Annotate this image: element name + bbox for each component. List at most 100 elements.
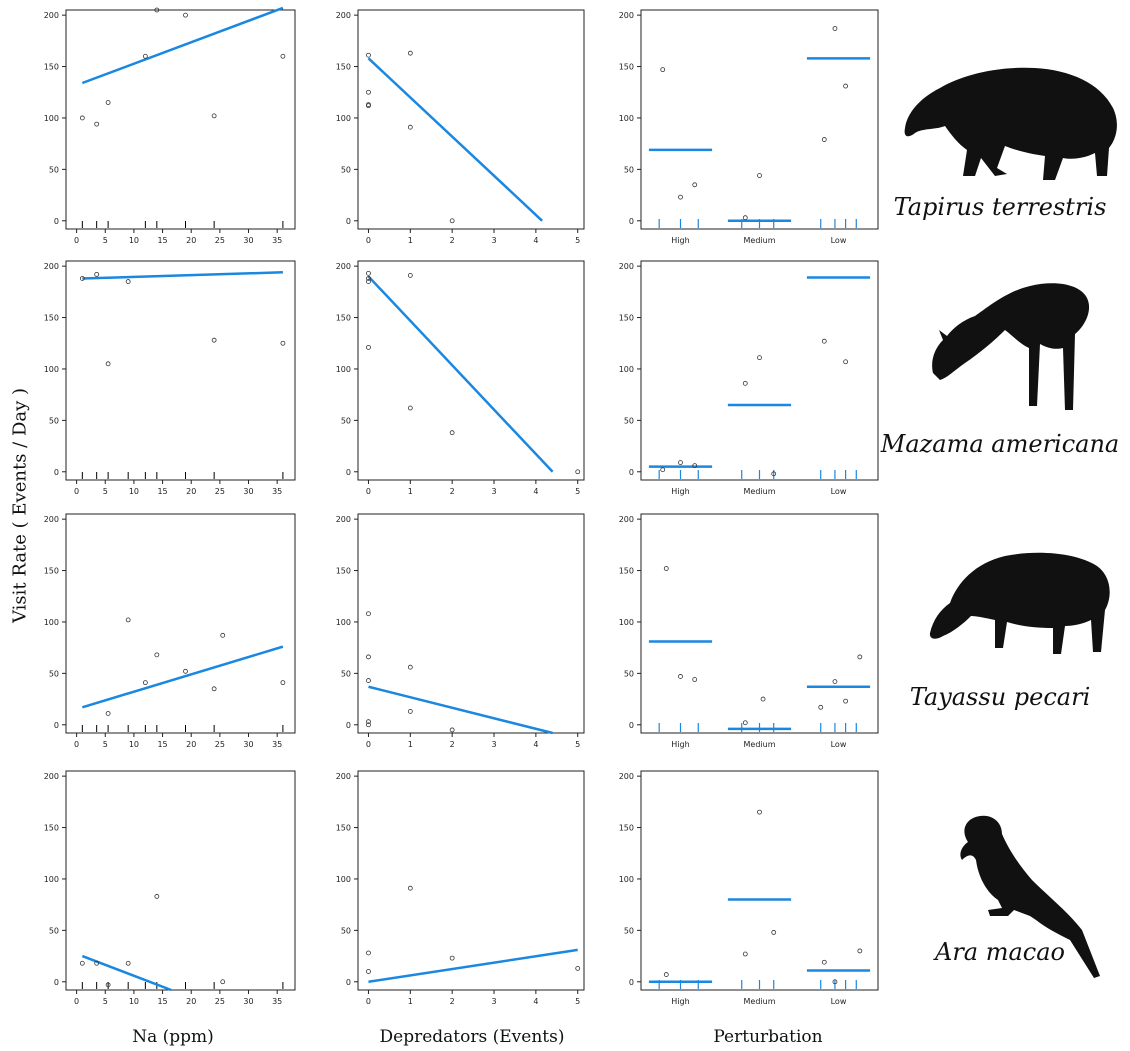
panel-0-0-y-tick-label: 150 — [44, 63, 59, 72]
species-label-tayassu: Tayassu pecari — [909, 683, 1091, 711]
panel-2-0-frame — [65, 513, 296, 734]
panel-1-1-x-tick-label: 4 — [533, 487, 538, 496]
panel-0-1-data-point — [366, 103, 371, 109]
panel-2-0-y-tick-label: 200 — [44, 515, 59, 524]
panel-3-2-category-label: Low — [831, 997, 847, 1006]
panel-2-1-data-point — [366, 722, 371, 728]
panel-1-2-y-tick-label: 50 — [624, 416, 634, 425]
panel-2-0-x-tick-label: 15 — [157, 740, 167, 749]
panel-0-2-data-point — [660, 67, 666, 73]
panel-2-0-data-point — [154, 652, 160, 658]
panel-3-1-frame — [357, 770, 585, 991]
panel-2-2-y-tick-label: 150 — [619, 567, 634, 576]
panel-3-1-x-tick-label: 1 — [408, 997, 413, 1006]
panel-0-2-frame — [640, 9, 879, 230]
panel-2-0-data-point — [105, 711, 111, 716]
panel-3-0-y-tick-label: 0 — [54, 978, 59, 987]
panel-0-0-data-point — [280, 53, 286, 59]
panel-3-0-y-tick-label: 50 — [49, 926, 59, 935]
species-label-mazama: Mazama americana — [880, 430, 1120, 458]
panel-2-2-data-point — [760, 696, 766, 702]
panel-0-0-data-point — [183, 12, 188, 18]
panel-2-0-y-tick-label: 0 — [54, 721, 59, 730]
panel-3-1-data-point — [366, 950, 371, 956]
panel-2-0-data-point — [220, 632, 226, 638]
panel-1-0-data-point — [125, 279, 131, 284]
panel-2-0-data-point — [142, 680, 148, 686]
panel-3-0-data-point — [125, 960, 131, 966]
panel-3-2-category-label: High — [671, 997, 689, 1006]
panel-1-2-data-point — [771, 471, 777, 477]
panel-1-0-x-tick-label: 0 — [74, 487, 79, 496]
panel-3-2-category-label: Medium — [744, 997, 776, 1006]
panel-2-1-fit-line — [368, 685, 553, 735]
panel-3-1-x-tick-label: 4 — [533, 997, 538, 1006]
panel-2-1-x-tick-label: 4 — [533, 740, 538, 749]
panel-1-0-data-point — [94, 271, 100, 277]
panel-0-2-data-point — [692, 182, 698, 188]
panel-1-1-data-point — [366, 270, 371, 276]
panel-3-0-x-tick-label: 15 — [157, 997, 167, 1006]
panel-3-2-data-point — [821, 959, 827, 965]
panel-0-0-y-tick-label: 200 — [44, 11, 59, 20]
panel-2-2-y-tick-label: 200 — [619, 515, 634, 524]
panel-2-1-y-tick-label: 100 — [336, 618, 351, 627]
panel-0-1-x-tick-label: 0 — [366, 236, 371, 245]
panel-2-1-x-tick-label: 5 — [575, 740, 580, 749]
panel-0-2-category-label: Low — [831, 236, 847, 245]
panel-2-1-data-point — [449, 727, 455, 733]
panel-2-0-x-tick-label: 5 — [103, 740, 108, 749]
panel-2-0-y-tick-label: 50 — [49, 669, 59, 678]
panel-1-1-x-tick-label: 3 — [491, 487, 496, 496]
panel-0-0-x-tick-label: 30 — [243, 236, 253, 245]
panel-2-2-data-point — [663, 566, 669, 571]
panel-3-0-fit-line — [81, 954, 172, 992]
panel-1-2-frame — [640, 260, 879, 481]
panel-1-1-data-point — [366, 344, 371, 350]
panel-2-2-category-label: Medium — [744, 740, 776, 749]
panel-2-2-y-tick-label: 50 — [624, 669, 634, 678]
panel-3-0-x-tick-label: 25 — [215, 997, 225, 1006]
deer-icon — [932, 283, 1090, 410]
panel-2-0-data-point — [125, 617, 131, 623]
macaw-icon — [960, 815, 1100, 978]
peccary-icon — [929, 552, 1110, 654]
panel-0-1-x-tick-label: 5 — [575, 236, 580, 245]
panel-3-0-y-tick-label: 150 — [44, 824, 59, 833]
panel-2-1-frame — [357, 513, 585, 734]
panel-3-1-data-point — [575, 966, 581, 971]
panel-1-0-y-tick-label: 50 — [49, 416, 59, 425]
panel-2-0-data-point — [211, 686, 217, 692]
panel-3-1-y-tick-label: 150 — [336, 824, 351, 833]
panel-3-0-data-point — [220, 979, 226, 985]
panel-0-1-data-point — [366, 52, 371, 58]
panel-3-2-data-point — [857, 948, 863, 954]
panel-1-2-data-point — [742, 380, 748, 386]
panel-1-2-data-point — [692, 463, 698, 469]
panel-1-0-x-tick-label: 10 — [129, 487, 139, 496]
panel-2-2-frame — [640, 513, 879, 734]
panel-3-0-x-tick-label: 0 — [74, 997, 79, 1006]
panel-3-2-data-point — [832, 979, 838, 985]
panel-3-2-frame — [640, 770, 879, 991]
panel-1-0-x-tick-label: 35 — [272, 487, 282, 496]
panel-1-0-y-tick-label: 150 — [44, 314, 59, 323]
panel-1-1-x-tick-label: 0 — [366, 487, 371, 496]
panel-3-1-x-tick-label: 0 — [366, 997, 371, 1006]
panel-0-0-data-point — [154, 7, 160, 13]
panel-0-1-y-tick-label: 50 — [341, 165, 351, 174]
panel-2-0-x-tick-label: 10 — [129, 740, 139, 749]
panel-0-0-y-tick-label: 50 — [49, 165, 59, 174]
panel-1-0-data-point — [105, 361, 111, 367]
panel-1-2-y-tick-label: 200 — [619, 262, 634, 271]
panel-1-1-data-point — [366, 279, 371, 284]
panel-1-0-fit-line — [82, 271, 283, 280]
panel-2-1-y-tick-label: 50 — [341, 669, 351, 678]
panel-1-0-x-tick-label: 15 — [157, 487, 167, 496]
species-label-tapir: Tapirus terrestris — [893, 193, 1107, 221]
panel-1-1-y-tick-label: 0 — [346, 468, 351, 477]
panel-3-1-y-tick-label: 50 — [341, 926, 351, 935]
panel-2-1-data-point — [407, 664, 413, 670]
panel-1-2-category-label: High — [671, 487, 689, 496]
